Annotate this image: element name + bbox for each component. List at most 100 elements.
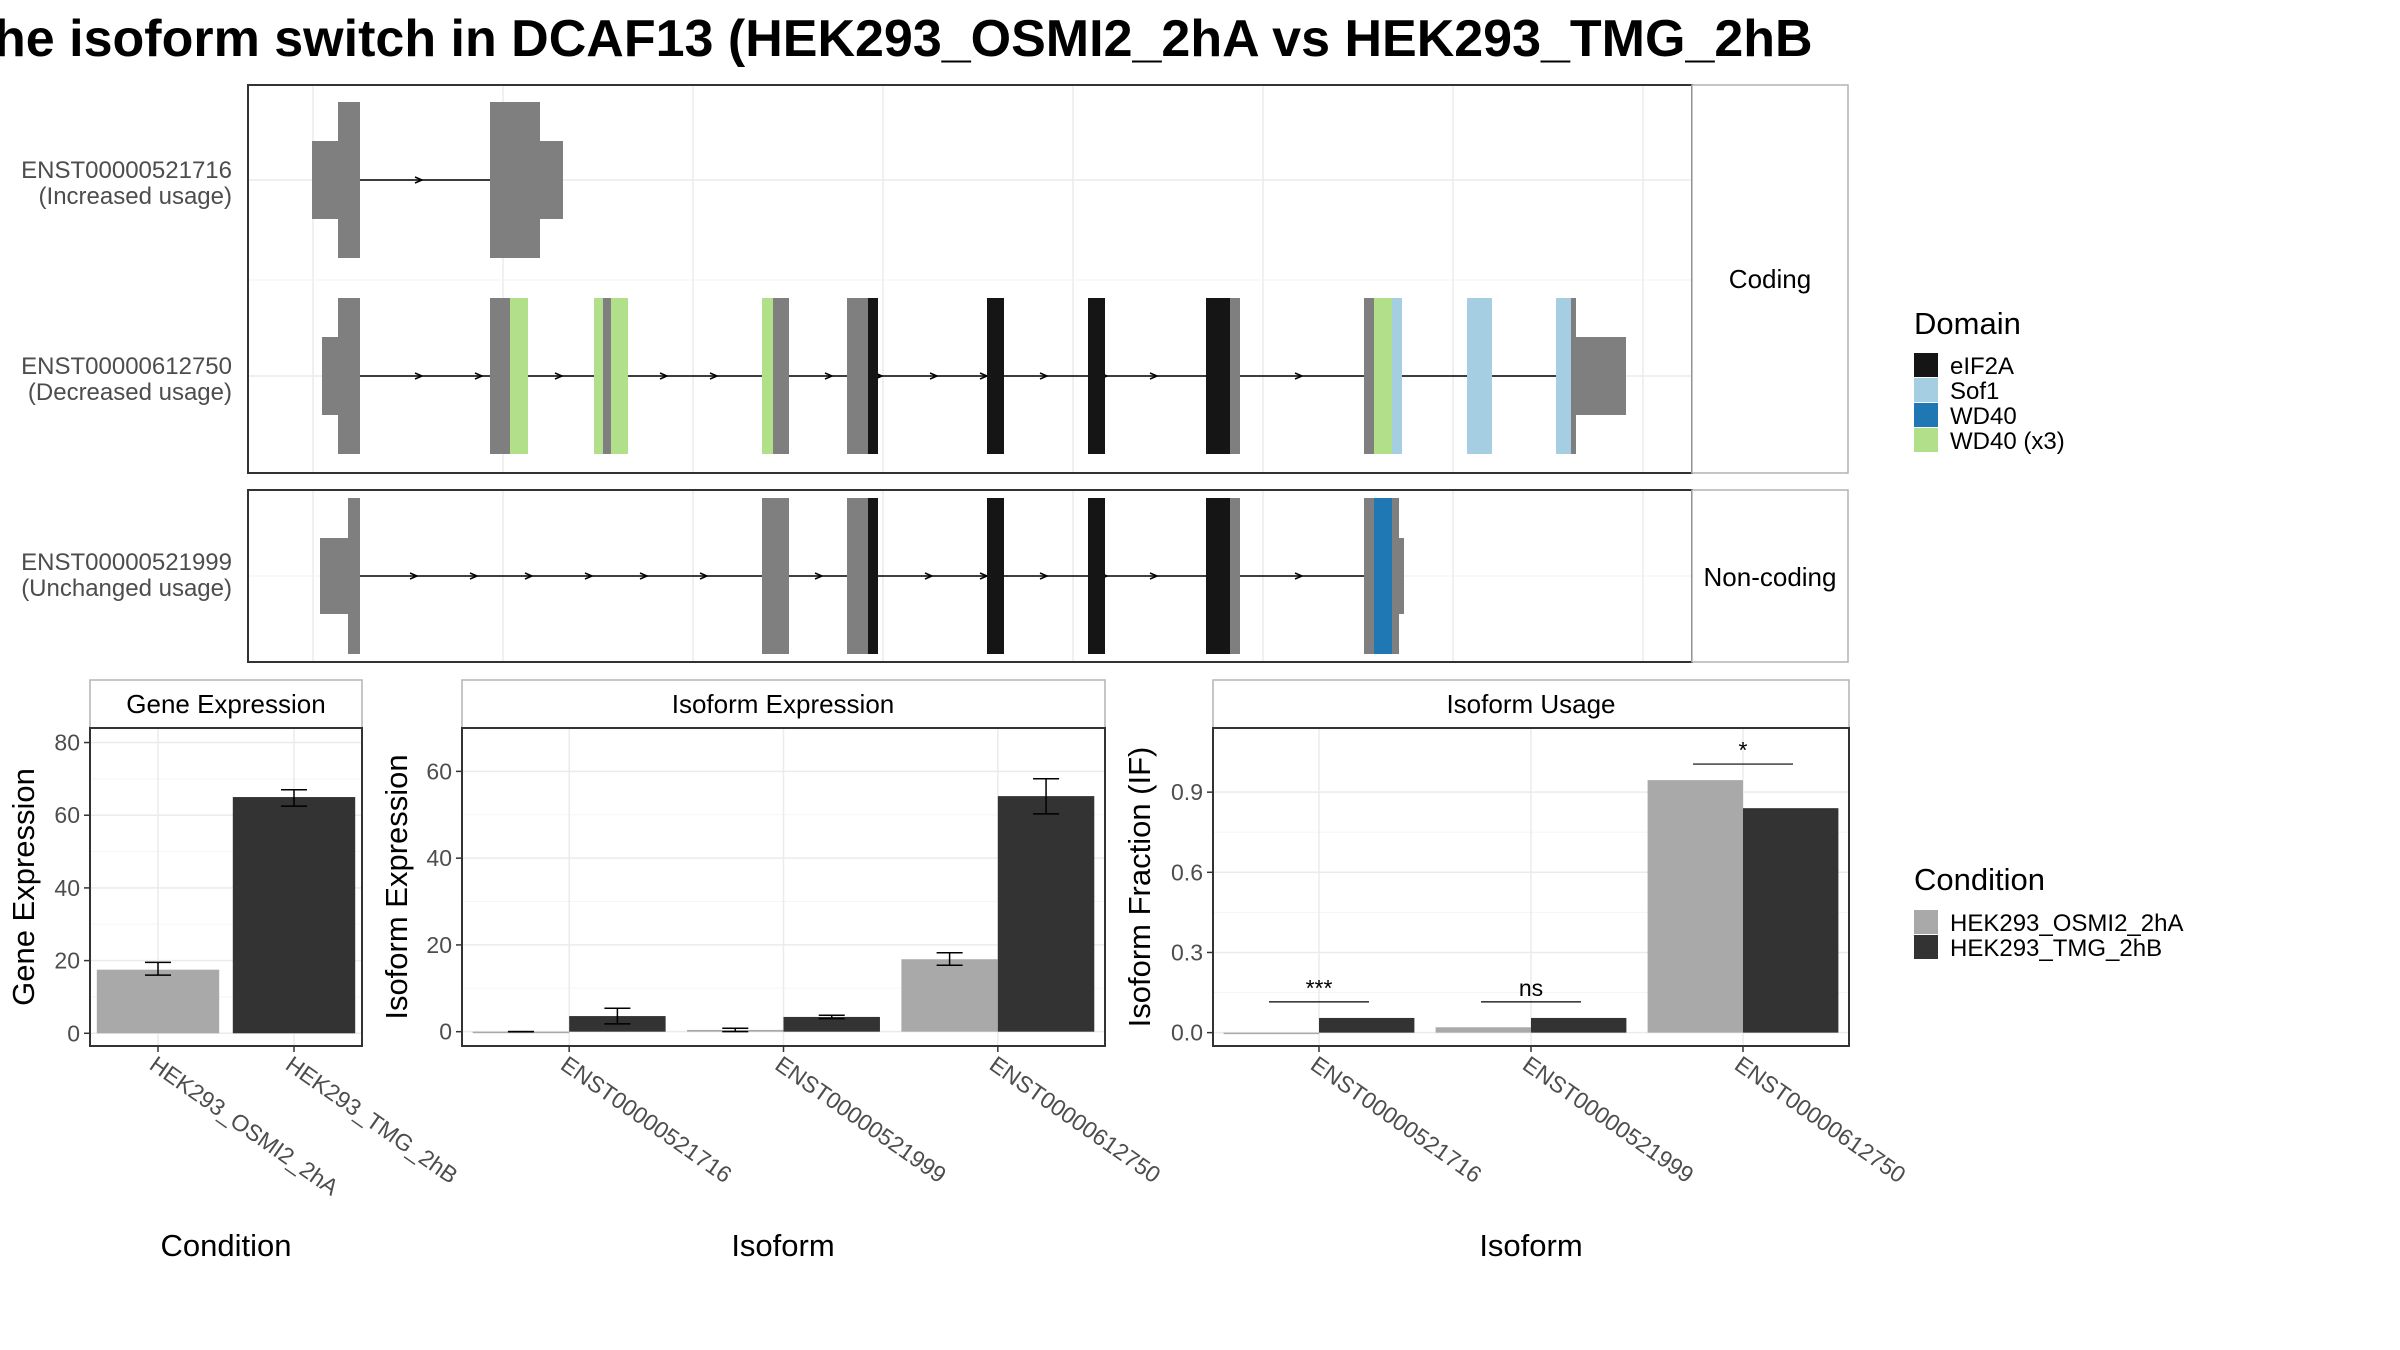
significance-label: *	[1739, 737, 1748, 763]
intron-arrow	[414, 176, 424, 184]
intron-arrow	[474, 372, 484, 380]
intron-arrow	[824, 372, 834, 380]
x-tick-label: ENST00000612750	[985, 1051, 1165, 1188]
domain-exon	[1206, 498, 1230, 654]
facet-strip-coding	[1691, 84, 1849, 474]
y-tick-label: 20	[54, 948, 80, 974]
y-tick-label: 80	[54, 730, 80, 756]
domain-exon	[1374, 298, 1392, 454]
domain-exon	[987, 498, 1004, 654]
domain-exon	[1374, 498, 1392, 654]
exon	[773, 298, 789, 454]
legend-label: HEK293_TMG_2hB	[1950, 935, 2162, 962]
y-axis-title: Gene Expression	[6, 768, 41, 1006]
bar	[1743, 808, 1839, 1033]
domain-exon	[1392, 298, 1402, 454]
domain-exon	[987, 298, 1004, 454]
legend-label: WD40 (x3)	[1950, 428, 2065, 455]
chart-title: Isoform Usage	[1446, 689, 1615, 719]
domain-exon	[611, 298, 628, 454]
intron-arrow	[814, 572, 824, 580]
intron-arrow	[469, 572, 479, 580]
y-axis-title: Isoform Fraction (IF)	[1122, 747, 1157, 1028]
transcript-label-usage: (Increased usage)	[39, 183, 232, 210]
intron-arrow	[924, 572, 934, 580]
domain-exon	[1467, 298, 1492, 454]
intron-arrow	[699, 572, 709, 580]
bar	[1223, 1032, 1319, 1035]
legend-label: eIF2A	[1950, 353, 2014, 380]
intron-arrow	[1149, 372, 1159, 380]
exon	[603, 298, 611, 454]
exon	[1364, 498, 1374, 654]
bar	[1531, 1017, 1627, 1033]
bar	[901, 959, 998, 1032]
facet-label-coding: Coding	[1729, 264, 1811, 294]
chart-2: Isoform Usage *** ns * 0.0 0.3 0.6 0.9 ENST00000…	[1122, 679, 1911, 1263]
exon	[320, 538, 348, 614]
facet-label-noncoding: Non-coding	[1704, 562, 1837, 592]
domain-exon	[1206, 298, 1230, 454]
x-tick-label: ENST00000521716	[1306, 1051, 1486, 1188]
exon	[348, 498, 360, 654]
bar	[1319, 1017, 1415, 1033]
legend-swatch-osmi2	[1914, 910, 1938, 934]
domain-exon	[868, 498, 878, 654]
legend-label: WD40	[1950, 403, 2017, 430]
legend-label: Sof1	[1950, 378, 1999, 405]
transcript-label-id: ENST00000521716	[21, 157, 232, 184]
domain-exon	[1556, 298, 1571, 454]
intron-arrow	[524, 572, 534, 580]
x-axis-title: Condition	[161, 1228, 292, 1263]
chart-title: Gene Expression	[126, 689, 325, 719]
significance-label: ns	[1519, 975, 1543, 1001]
y-tick-label: 0.6	[1171, 859, 1203, 885]
transcript-label-usage: (Unchanged usage)	[21, 575, 232, 602]
domain-legend: Domain eIF2A Sof1 WD40 WD40 (x3)	[1914, 306, 2065, 455]
condition-legend: Condition HEK293_OSMI2_2hA HEK293_TMG_2h…	[1914, 862, 2183, 962]
chart-1: Isoform Expression 0 20 40 60 ENST00000521716…	[379, 679, 1165, 1263]
domain-exon	[762, 298, 773, 454]
y-tick-label: 0.3	[1171, 939, 1203, 965]
facet-strip-noncoding	[1691, 489, 1849, 663]
exon	[762, 498, 789, 654]
exon	[540, 141, 563, 219]
y-tick-label: 20	[426, 932, 452, 958]
intron-arrow	[709, 372, 719, 380]
x-tick-label: ENST00000612750	[1730, 1051, 1910, 1188]
coding-panel	[247, 84, 1693, 474]
exon	[490, 102, 540, 258]
domain-legend-title: Domain	[1914, 306, 2021, 341]
transcript-label-usage: (Decreased usage)	[28, 379, 232, 406]
legend-swatch-eif2a	[1914, 353, 1938, 377]
y-tick-label: 60	[426, 758, 452, 784]
domain-exon	[1088, 498, 1105, 654]
exon	[1230, 498, 1240, 654]
intron-arrow	[1039, 572, 1049, 580]
exon	[1364, 298, 1374, 454]
legend-label: HEK293_OSMI2_2hA	[1950, 910, 2183, 937]
bar	[783, 1016, 880, 1032]
condition-legend-title: Condition	[1914, 862, 2045, 897]
domain-exon	[510, 298, 528, 454]
x-tick-label: ENST00000521999	[1518, 1051, 1698, 1188]
exon	[338, 298, 360, 454]
intron-arrow	[1039, 372, 1049, 380]
exon	[1399, 538, 1404, 614]
y-tick-label: 40	[54, 875, 80, 901]
intron-arrow	[584, 572, 594, 580]
intron-arrow	[1294, 372, 1304, 380]
significance-label: ***	[1306, 975, 1333, 1001]
y-axis-title: Isoform Expression	[379, 754, 414, 1019]
chart-title: Isoform Expression	[672, 689, 895, 719]
transcript-structure: Coding Non-coding ENST00000521716 (Incre…	[21, 84, 1849, 663]
exon	[1571, 298, 1576, 454]
y-tick-label: 60	[54, 802, 80, 828]
x-axis-title: Isoform	[731, 1228, 834, 1263]
bar-charts: Gene Expression020406080HEK293_OSMI2_2hA…	[6, 679, 1911, 1263]
bar	[997, 796, 1095, 1032]
exon	[1392, 498, 1399, 654]
bar	[232, 797, 356, 1034]
domain-exon	[594, 298, 603, 454]
